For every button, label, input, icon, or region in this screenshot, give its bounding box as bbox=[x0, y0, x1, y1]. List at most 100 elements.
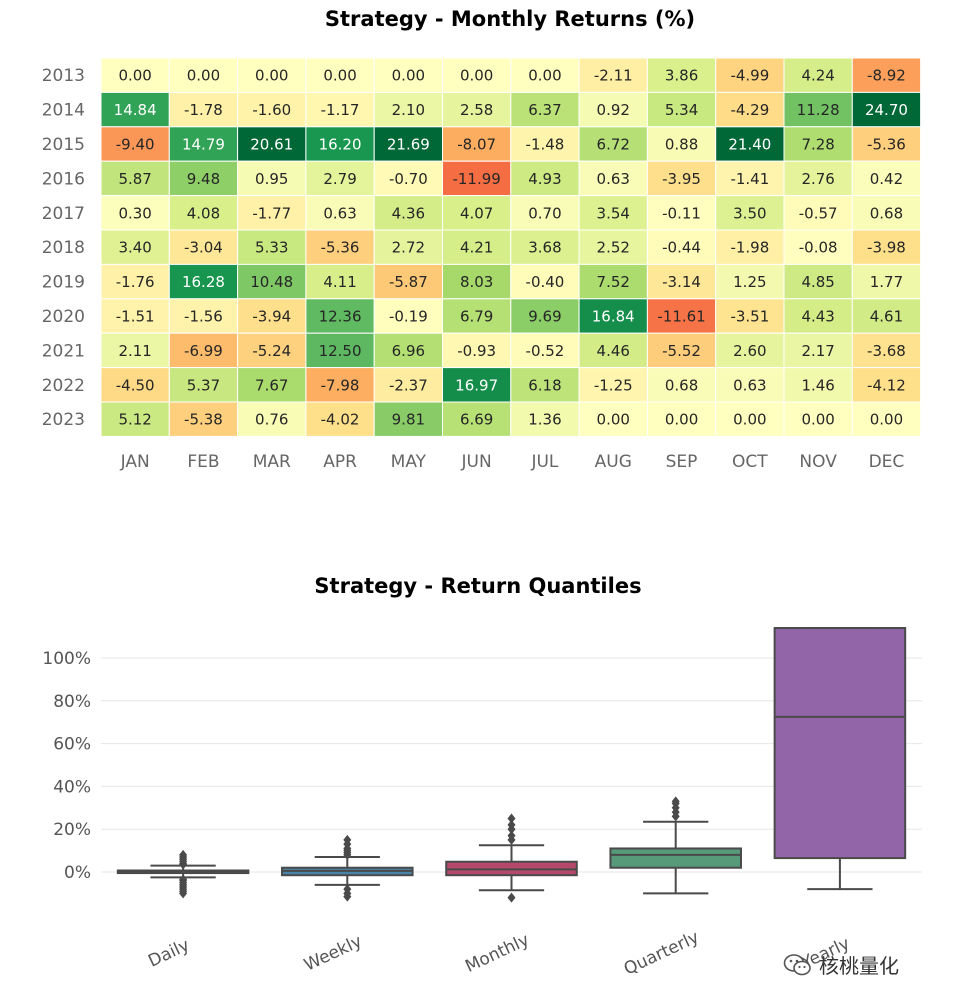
heatmap-cell-label: -3.51 bbox=[730, 308, 769, 326]
heatmap-cell-label: 0.95 bbox=[255, 170, 288, 188]
heatmap-cell-label: 16.84 bbox=[592, 308, 635, 326]
outlier-point bbox=[343, 834, 352, 845]
outlier-point bbox=[507, 830, 516, 841]
heatmap-cell-label: -0.52 bbox=[526, 342, 565, 360]
heatmap-cell-label: 14.84 bbox=[114, 101, 157, 119]
heatmap-cell-label: -1.41 bbox=[730, 170, 769, 188]
heatmap-cell-2019-MAR bbox=[237, 263, 307, 300]
heatmap-row-label: 2015 bbox=[42, 135, 85, 155]
heatmap-cell-2013-JAN bbox=[100, 57, 170, 93]
heatmap-cell-2021-AUG bbox=[578, 332, 648, 369]
heatmap-cell-2016-JAN bbox=[100, 160, 170, 197]
heatmap-cell-label: 3.54 bbox=[597, 204, 630, 222]
return-quantiles-boxplot: 0% 20% 40% 60% 80% 100% Daily Weekly Monthly Quar… bbox=[42, 627, 922, 980]
heatmap-cell-2019-JUL bbox=[510, 263, 580, 300]
heatmap-cell-label: 0.00 bbox=[460, 67, 493, 85]
heatmap-cell-2016-SEP bbox=[646, 160, 717, 197]
heatmap-cell-2019-MAY bbox=[373, 263, 444, 300]
heatmap-cell-label: 0.00 bbox=[323, 67, 356, 85]
heatmap-col-label: MAY bbox=[391, 452, 427, 472]
heatmap-cell-2018-SEP bbox=[646, 229, 717, 265]
heatmap-cell-2017-JUN bbox=[442, 195, 512, 231]
wechat-icon bbox=[783, 953, 811, 975]
heatmap-cell-label: 4.24 bbox=[801, 67, 834, 85]
heatmap-cell-2023-AUG bbox=[578, 401, 648, 437]
heatmap-cell-label: 12.50 bbox=[319, 342, 362, 360]
heatmap-cell-label: -5.36 bbox=[867, 136, 906, 154]
heatmap-row-label: 2014 bbox=[42, 101, 85, 121]
heatmap-cell-2023-SEP bbox=[646, 401, 717, 437]
heatmap-cell-label: 14.79 bbox=[182, 136, 225, 154]
heatmap-cell-label: -4.99 bbox=[730, 67, 769, 85]
heatmap-cell-label: -0.11 bbox=[662, 204, 701, 222]
x-tick-label: Daily bbox=[145, 935, 192, 971]
heatmap-cell-label: -0.93 bbox=[457, 342, 496, 360]
heatmap-cell-2016-NOV bbox=[783, 160, 853, 197]
heatmap-cell-2023-MAR bbox=[237, 401, 307, 437]
watermark-text: 核桃量化 bbox=[819, 954, 899, 978]
heatmap-cell-label: 4.36 bbox=[392, 204, 425, 222]
heatmap-cell-2022-NOV bbox=[783, 367, 853, 403]
heatmap-cell-2015-MAY bbox=[373, 126, 444, 162]
heatmap-cell-label: 6.72 bbox=[597, 136, 630, 154]
heatmap-cell-label: 0.70 bbox=[528, 204, 561, 222]
heatmap-cell-2020-APR bbox=[305, 298, 375, 334]
heatmap-cell-label: 1.77 bbox=[870, 273, 903, 291]
outlier-point bbox=[179, 849, 188, 860]
heatmap-col-label: AUG bbox=[595, 452, 632, 472]
heatmap-cell-label: 3.40 bbox=[118, 239, 151, 257]
heatmap-cell-2014-AUG bbox=[578, 91, 648, 128]
heatmap-cell-2017-AUG bbox=[578, 195, 648, 231]
heatmap-cell-label: 4.93 bbox=[528, 170, 561, 188]
heatmap-cell-label: 16.28 bbox=[182, 273, 225, 291]
heatmap-cell-2014-JUN bbox=[442, 91, 512, 128]
outlier-point bbox=[507, 813, 516, 824]
heatmap-cell-label: 5.87 bbox=[118, 170, 151, 188]
heatmap-cell-2015-DEC bbox=[851, 126, 922, 162]
heatmap-cell-label: 1.36 bbox=[528, 411, 561, 429]
heatmap-row-label: 2016 bbox=[42, 169, 85, 189]
heatmap-cell-label: 4.07 bbox=[460, 204, 493, 222]
heatmap-cell-label: 21.69 bbox=[387, 136, 430, 154]
heatmap-cell-label: 7.28 bbox=[801, 136, 834, 154]
heatmap-cell-label: -3.95 bbox=[662, 170, 701, 188]
heatmap-cell-2015-JUL bbox=[510, 126, 580, 162]
heatmap-cell-label: 0.00 bbox=[528, 67, 561, 85]
heatmap-cell-label: -4.12 bbox=[867, 376, 906, 394]
heatmap-cell-2018-JAN bbox=[100, 229, 170, 265]
heatmap-cell-2022-APR bbox=[305, 367, 375, 403]
heatmap-col-label: SEP bbox=[666, 452, 698, 472]
heatmap-cell-label: 3.86 bbox=[665, 67, 698, 85]
outlier-point bbox=[343, 884, 352, 895]
heatmap-cell-2019-OCT bbox=[715, 263, 785, 300]
heatmap-col-label: FEB bbox=[187, 452, 219, 472]
heatmap-cell-2020-MAY bbox=[373, 298, 444, 334]
heatmap-cell-label: -6.99 bbox=[184, 342, 223, 360]
heatmap-cell-label: 6.37 bbox=[528, 101, 561, 119]
heatmap-cell-2023-NOV bbox=[783, 401, 853, 437]
x-tick-label: Monthly bbox=[462, 930, 532, 977]
heatmap-col-label: NOV bbox=[799, 452, 837, 472]
heatmap-cell-label: -3.04 bbox=[184, 239, 223, 257]
heatmap-cell-label: 0.88 bbox=[665, 136, 698, 154]
heatmap-row-label: 2022 bbox=[42, 376, 85, 396]
box-daily bbox=[116, 849, 250, 899]
heatmap-cell-label: 0.00 bbox=[118, 67, 151, 85]
heatmap-cell-2021-SEP bbox=[646, 332, 717, 369]
heatmap-cell-label: -1.60 bbox=[252, 101, 291, 119]
heatmap-cell-label: -0.08 bbox=[799, 239, 838, 257]
heatmap-cell-2022-JUL bbox=[510, 367, 580, 403]
y-tick-label: 60% bbox=[53, 735, 91, 755]
heatmap-cell-label: 6.18 bbox=[528, 376, 561, 394]
heatmap-row-label: 2013 bbox=[42, 66, 85, 86]
heatmap-cell-2021-DEC bbox=[851, 332, 922, 369]
heatmap-cell-label: 3.68 bbox=[528, 239, 561, 257]
heatmap-cell-label: 2.76 bbox=[801, 170, 834, 188]
heatmap-cell-label: 4.08 bbox=[187, 204, 220, 222]
heatmap-cell-label: 6.69 bbox=[460, 411, 493, 429]
heatmap-cell-label: 2.10 bbox=[392, 101, 425, 119]
heatmap-cell-label: 1.25 bbox=[733, 273, 766, 291]
heatmap-cell-2023-JAN bbox=[100, 401, 170, 437]
heatmap-cell-label: -0.40 bbox=[526, 273, 565, 291]
